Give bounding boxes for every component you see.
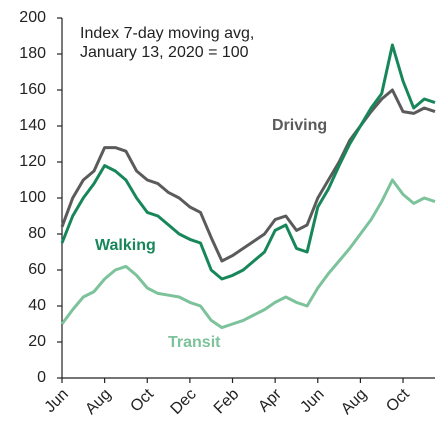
x-tick-label: Apr <box>255 385 285 415</box>
y-tick-label: 40 <box>28 297 46 314</box>
x-tick-label: Dec <box>168 386 200 418</box>
y-tick-label: 120 <box>19 153 46 170</box>
series-label: Driving <box>272 117 327 134</box>
x-tick-label: Oct <box>127 385 157 415</box>
chart-title: Index 7-day moving avg, <box>80 25 254 42</box>
y-tick-label: 0 <box>37 369 46 386</box>
y-tick-label: 200 <box>19 9 46 26</box>
x-tick-label: Oct <box>383 385 413 415</box>
x-tick-label: Jun <box>297 386 327 416</box>
x-tick-label: Jun <box>42 386 72 416</box>
chart-subtitle: January 13, 2020 = 100 <box>80 44 249 61</box>
series-line <box>60 43 436 281</box>
y-tick-label: 160 <box>19 81 46 98</box>
y-tick-label: 140 <box>19 117 46 134</box>
y-tick-label: 100 <box>19 189 46 206</box>
series-label: Transit <box>168 334 221 351</box>
y-tick-label: 20 <box>28 333 46 350</box>
y-tick-label: 60 <box>28 261 46 278</box>
x-tick-label: Feb <box>211 386 243 418</box>
series-label: Walking <box>95 237 156 254</box>
series-line <box>60 178 436 330</box>
x-tick-label: Aug <box>338 386 370 418</box>
x-tick-label: Aug <box>82 386 114 418</box>
series-line <box>60 88 436 263</box>
y-tick-label: 180 <box>19 45 46 62</box>
y-tick-label: 80 <box>28 225 46 242</box>
